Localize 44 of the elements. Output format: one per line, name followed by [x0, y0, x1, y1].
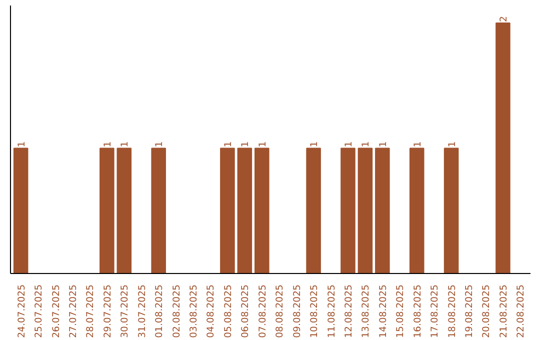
x-tick-label: 13.08.2025 — [360, 284, 372, 338]
x-tick-label: 14.08.2025 — [378, 284, 389, 338]
x-tick-label: 17.08.2025 — [430, 284, 441, 338]
x-tick-label: 12.08.2025 — [343, 284, 354, 338]
data-label: 1 — [240, 141, 252, 148]
x-tick-label: 22.08.2025 — [516, 284, 527, 338]
data-label: 1 — [446, 141, 458, 148]
x-tick-label: 09.08.2025 — [292, 284, 303, 338]
x-tick-label: 03.08.2025 — [188, 284, 200, 338]
x-tick-label: 07.08.2025 — [257, 284, 268, 338]
x-tick-label: 31.07.2025 — [136, 284, 148, 338]
x-tick-label: 20.08.2025 — [481, 284, 492, 338]
data-label: 1 — [257, 141, 268, 148]
data-label: 1 — [120, 141, 131, 148]
x-tick-label: 25.07.2025 — [34, 284, 45, 338]
data-label: 1 — [343, 141, 354, 148]
data-label: 1 — [412, 141, 424, 148]
x-tick-label: 29.07.2025 — [102, 284, 114, 338]
x-tick-label: 21.08.2025 — [498, 284, 510, 338]
x-tick-label: 01.08.2025 — [154, 284, 166, 338]
x-tick-label: 02.08.2025 — [171, 284, 182, 338]
x-tick-label: 06.08.2025 — [240, 284, 252, 338]
x-tick-label: 26.07.2025 — [50, 284, 62, 338]
data-label: 1 — [222, 141, 234, 148]
x-tick-label: 10.08.2025 — [309, 284, 320, 338]
x-tick-label: 16.08.2025 — [412, 284, 424, 338]
x-tick-label: 11.08.2025 — [326, 284, 338, 338]
data-label: 1 — [102, 141, 114, 148]
x-tick-label: 19.08.2025 — [464, 284, 476, 338]
data-label: 1 — [154, 141, 166, 148]
data-label: 1 — [309, 141, 320, 148]
x-tick-label: 18.08.2025 — [446, 284, 458, 338]
x-tick-label: 05.08.2025 — [222, 284, 234, 338]
data-label: 1 — [16, 141, 28, 148]
data-label: 1 — [360, 141, 372, 148]
x-tick-label: 24.07.2025 — [16, 284, 28, 338]
data-label: 2 — [498, 16, 510, 22]
data-label: 1 — [378, 141, 389, 148]
x-tick-label: 04.08.2025 — [206, 284, 217, 338]
x-tick-label: 27.07.2025 — [68, 284, 79, 338]
x-tick-label: 08.08.2025 — [274, 284, 286, 338]
x-tick-label: 28.07.2025 — [85, 284, 96, 338]
x-tick-label: 15.08.2025 — [395, 284, 406, 338]
x-tick-label: 30.07.2025 — [120, 284, 131, 338]
